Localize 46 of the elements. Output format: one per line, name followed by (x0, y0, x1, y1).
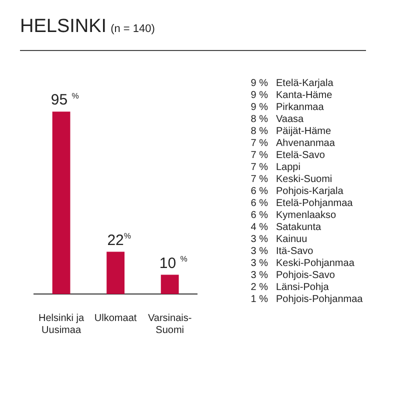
category-label: Lappi (276, 162, 302, 174)
data-label: 9 % (250, 78, 268, 90)
data-label: 2 % (250, 282, 268, 294)
data-label: 3 % (250, 246, 268, 258)
data-label: 3 % (250, 234, 268, 246)
data-label: 3 % (250, 270, 268, 282)
category-label: Etelä-Savo (276, 150, 326, 162)
category-label: Ahvenanmaa (276, 138, 336, 150)
data-label: 6 % (250, 210, 268, 222)
data-label: 9 % (250, 90, 268, 102)
data-label: 4 % (250, 222, 268, 234)
data-label: 10 % (159, 254, 188, 272)
data-label: 7 % (250, 174, 268, 186)
category-label: Vaasa (276, 114, 305, 126)
data-label: 3 % (250, 258, 268, 270)
category-label: Kainuu (276, 234, 308, 246)
data-label: 1 % (250, 294, 268, 306)
data-label: 95 % (50, 91, 79, 109)
x-tick-label: Ulkomaat (94, 312, 137, 324)
category-label: Pohjois-Karjala (276, 186, 344, 198)
data-label: 22% (107, 231, 132, 249)
category-label: Kanta-Häme (276, 90, 334, 102)
category-label: Satakunta (276, 222, 322, 234)
category-label: Pohjois-Savo (276, 270, 336, 282)
category-label: Keski-Pohjanmaa (276, 258, 356, 270)
data-label: 6 % (250, 198, 268, 210)
data-label: 6 % (250, 186, 268, 198)
data-label: 9 % (250, 102, 268, 114)
x-tick-label: Helsinki ja Uusimaa (38, 312, 84, 336)
category-label: Etelä-Pohjanmaa (276, 198, 354, 210)
category-label: Päijät-Häme (276, 126, 332, 138)
x-tick-label: Varsinais-Suomi (148, 312, 192, 336)
data-label: 7 % (250, 138, 268, 150)
category-label: Etelä-Karjala (276, 78, 334, 90)
category-label: Itä-Savo (276, 246, 314, 258)
category-label: Länsi-Pohja (276, 282, 330, 294)
data-label: 8 % (250, 114, 268, 126)
category-label: Keski-Suomi (276, 174, 334, 186)
chart-title: HELSINKI (20, 16, 107, 37)
chart-subtitle: (n = 140) (110, 23, 155, 35)
category-label: Pirkanmaa (276, 102, 325, 114)
category-label: Kymenlaakso (276, 210, 338, 222)
data-label: 8 % (250, 126, 268, 138)
category-label: Pohjois-Pohjanmaa (276, 294, 364, 306)
data-label: 7 % (250, 150, 268, 162)
data-label: 7 % (250, 162, 268, 174)
